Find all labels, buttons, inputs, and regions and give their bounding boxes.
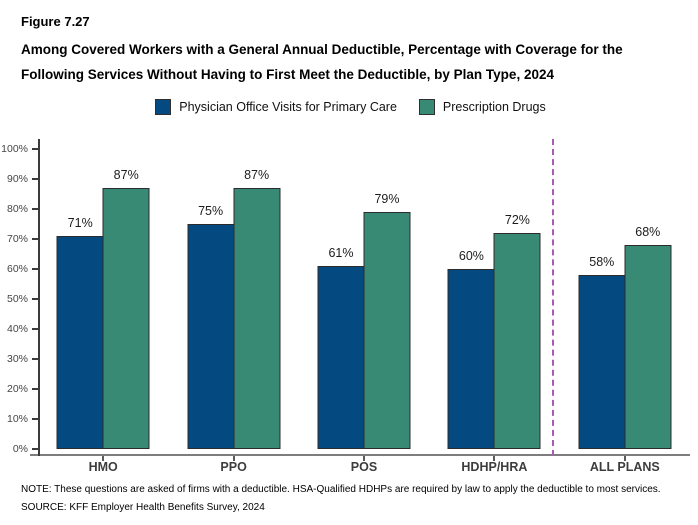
- y-axis-tick: [32, 237, 38, 240]
- bar-prescription-drugs-all-plans: 68%: [624, 225, 672, 449]
- y-axis-tick-label: 10%: [6, 412, 28, 425]
- bar-value-label: 72%: [504, 212, 530, 227]
- y-axis-tick-label: 50%: [6, 292, 28, 305]
- bar-value-label: 87%: [244, 167, 270, 182]
- footnotes: NOTE: These questions are asked of firms…: [21, 481, 661, 516]
- bar-value-label: 61%: [328, 245, 354, 260]
- chart-header: Figure 7.27 Among Covered Workers with a…: [0, 0, 698, 115]
- x-axis-tick: [363, 455, 365, 461]
- bar-physician-office-visits-for-primary-care-pos: 61%: [317, 246, 365, 449]
- x-axis-tick: [102, 455, 105, 461]
- y-axis-tick-label: 40%: [6, 322, 28, 335]
- y-axis-tick-label: 0%: [12, 442, 28, 455]
- y-axis-tick: [32, 387, 38, 390]
- category-label-hdhp-hra: HDHP/HRA: [461, 459, 528, 474]
- y-axis-tick-label: 70%: [6, 232, 28, 245]
- legend-swatch-blue: [155, 98, 172, 115]
- category-label-ppo: PPO: [220, 459, 247, 474]
- y-axis-tick-label: 30%: [6, 352, 28, 365]
- bar-group-hdhp-hra: 60% 72%: [447, 213, 541, 449]
- figure-number: Figure 7.27: [21, 14, 90, 29]
- bar-physician-office-visits-for-primary-care-ppo: 75%: [187, 204, 235, 449]
- y-axis-tick: [32, 357, 38, 360]
- y-axis-line: [38, 138, 40, 456]
- bar-group-ppo: 75% 87%: [187, 168, 281, 449]
- y-axis-tick-label: 100%: [1, 142, 28, 155]
- legend: Physician Office Visits for Primary Care…: [21, 98, 680, 115]
- bar-group-pos: 61% 79%: [317, 192, 411, 449]
- bar-value-label: 75%: [198, 203, 224, 218]
- bar-value-label: 58%: [589, 254, 615, 269]
- bar-prescription-drugs-pos: 79%: [363, 192, 411, 449]
- x-axis-tick: [232, 455, 235, 461]
- x-axis-tick: [493, 455, 496, 461]
- category-label-hmo: HMO: [88, 459, 118, 474]
- y-axis-tick: [32, 147, 38, 150]
- bar-physician-office-visits-for-primary-care-all-plans: 58%: [578, 255, 626, 449]
- all-plans-separator-line: [551, 138, 554, 456]
- bar-group-all-plans: 58% 68%: [578, 225, 672, 449]
- y-axis-tick-label: 60%: [6, 262, 28, 275]
- bar-chart: 0% 10% 20% 30% 40% 50% 60% 70% 80% 90% 100% 71% 87% H…: [1, 138, 690, 474]
- plot-area: 0% 10% 20% 30% 40% 50% 60% 70% 80% 90% 100% 71% 87% H…: [1, 138, 690, 474]
- y-axis-tick: [32, 267, 38, 270]
- y-axis-tick: [32, 177, 38, 180]
- x-axis-line: [30, 453, 690, 456]
- source-text: SOURCE: KFF Employer Health Benefits Sur…: [21, 501, 265, 513]
- category-label-all-plans: ALL PLANS: [589, 459, 660, 474]
- legend-swatch-green: [418, 98, 435, 115]
- note-text: NOTE: These questions are asked of firms…: [21, 484, 661, 495]
- bar-value-label: 87%: [113, 167, 139, 182]
- bar-value-label: 79%: [374, 191, 400, 206]
- bar-prescription-drugs-hmo: 87%: [102, 168, 150, 449]
- y-axis-tick: [32, 447, 38, 450]
- y-axis-tick-label: 20%: [6, 382, 28, 395]
- bar-value-label: 71%: [67, 215, 93, 230]
- y-axis-tick-label: 90%: [6, 172, 28, 185]
- legend-label: Prescription Drugs: [442, 99, 546, 114]
- bar-value-label: 60%: [458, 248, 484, 263]
- y-axis-tick: [32, 417, 38, 420]
- bar-physician-office-visits-for-primary-care-hmo: 71%: [56, 216, 104, 449]
- legend-label: Physician Office Visits for Primary Care: [179, 99, 397, 114]
- chart-title: Among Covered Workers with a General Ann…: [21, 42, 623, 82]
- legend-item-physician-office-visits: Physician Office Visits for Primary Care: [155, 98, 397, 115]
- y-axis-tick: [32, 207, 38, 210]
- y-axis-tick: [32, 297, 38, 300]
- y-axis-tick-label: 80%: [6, 202, 28, 215]
- bar-value-label: 68%: [635, 224, 661, 239]
- bar-group-hmo: 71% 87%: [56, 168, 150, 449]
- bar-prescription-drugs-hdhp-hra: 72%: [493, 213, 541, 449]
- y-axis-tick: [32, 327, 38, 330]
- x-axis-tick: [623, 455, 626, 461]
- category-label-pos: POS: [350, 459, 378, 474]
- legend-item-prescription-drugs: Prescription Drugs: [418, 98, 546, 115]
- bar-physician-office-visits-for-primary-care-hdhp-hra: 60%: [447, 249, 495, 449]
- bar-prescription-drugs-ppo: 87%: [233, 168, 281, 449]
